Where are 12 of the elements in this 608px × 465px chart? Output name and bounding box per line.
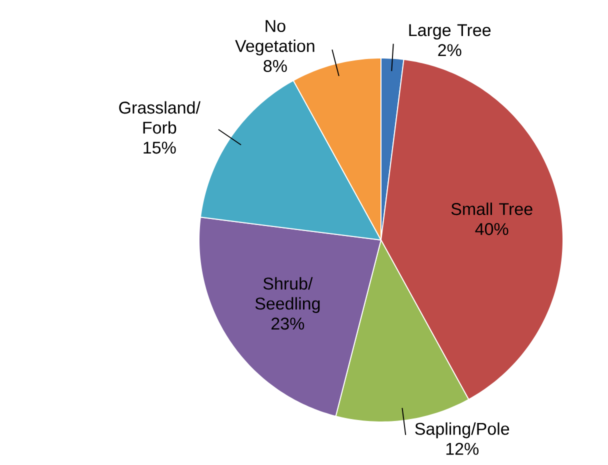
data-label: 12% xyxy=(446,442,479,455)
data-label: 40% xyxy=(475,223,508,236)
slice-label: Sapling/Pole xyxy=(415,422,510,438)
data-label: 8% xyxy=(264,60,287,72)
slice-label: Large Tree xyxy=(409,24,491,40)
data-label: 23% xyxy=(272,318,304,330)
data-label: 2% xyxy=(438,44,462,56)
data-label: 15% xyxy=(144,142,176,154)
slice-label: Small Tree xyxy=(451,202,532,216)
slice-label: Grassland/ Forb xyxy=(119,101,200,134)
slice-label: Shrub/ Seedling xyxy=(255,277,320,314)
slice-label: No Vegetation xyxy=(235,20,314,56)
